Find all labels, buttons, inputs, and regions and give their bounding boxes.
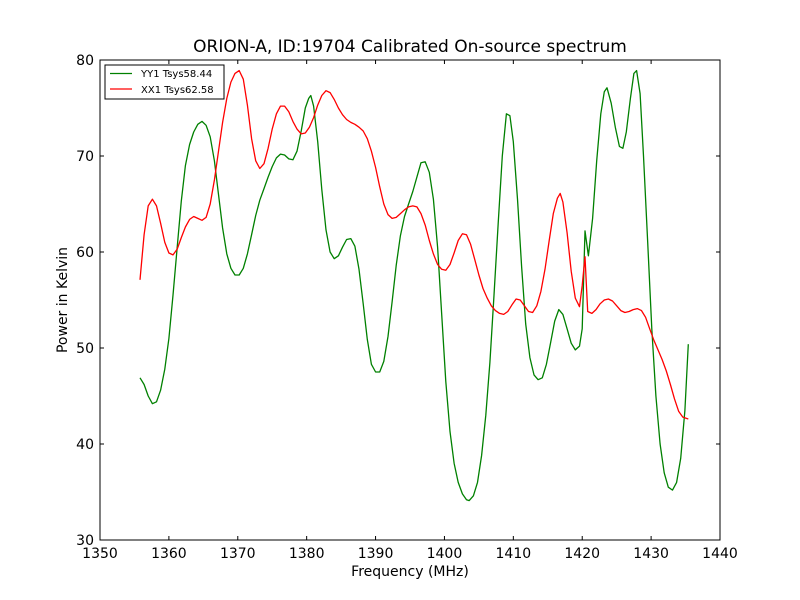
legend-label-xx1: XX1 Tsys62.58 [141, 85, 214, 96]
x-tick-label: 1440 [702, 546, 738, 562]
y-tick-label: 60 [76, 245, 94, 261]
x-tick-label: 1390 [358, 546, 394, 562]
series-line-yy1 [139, 69, 689, 502]
y-tick-label: 80 [76, 53, 94, 69]
legend-box [104, 64, 225, 100]
plot-area [139, 69, 689, 502]
x-tick-label: 1360 [151, 546, 187, 562]
y-tick-label: 70 [76, 149, 94, 165]
x-tick-label: 1370 [220, 546, 256, 562]
y-tick-label: 40 [76, 437, 94, 453]
plot-frame [99, 59, 721, 541]
x-tick-label: 1430 [633, 546, 669, 562]
series-line-xx1 [139, 69, 689, 420]
legend-label-yy1: YY1 Tsys58.44 [140, 69, 212, 80]
x-axis-title: Frequency (MHz) [351, 564, 469, 580]
x-tick-label: 1400 [427, 546, 463, 562]
x-axis: 1350 1360 1370 1380 1390 1400 1410 1420 1430 1440 [82, 60, 738, 562]
y-axis-title: Power in Kelvin [55, 247, 71, 353]
y-tick-label: 30 [76, 533, 94, 549]
x-tick-label: 1420 [564, 546, 600, 562]
x-tick-label: 1380 [289, 546, 325, 562]
y-tick-label: 50 [76, 341, 94, 357]
x-tick-label: 1350 [82, 546, 118, 562]
x-tick-label: 1410 [496, 546, 532, 562]
chart-title: ORION-A, ID:19704 Calibrated On-source s… [193, 37, 627, 57]
y-axis: 30 40 50 60 70 80 [76, 53, 720, 549]
legend: YY1 Tsys58.44 XX1 Tsys62.58 [104, 64, 225, 100]
